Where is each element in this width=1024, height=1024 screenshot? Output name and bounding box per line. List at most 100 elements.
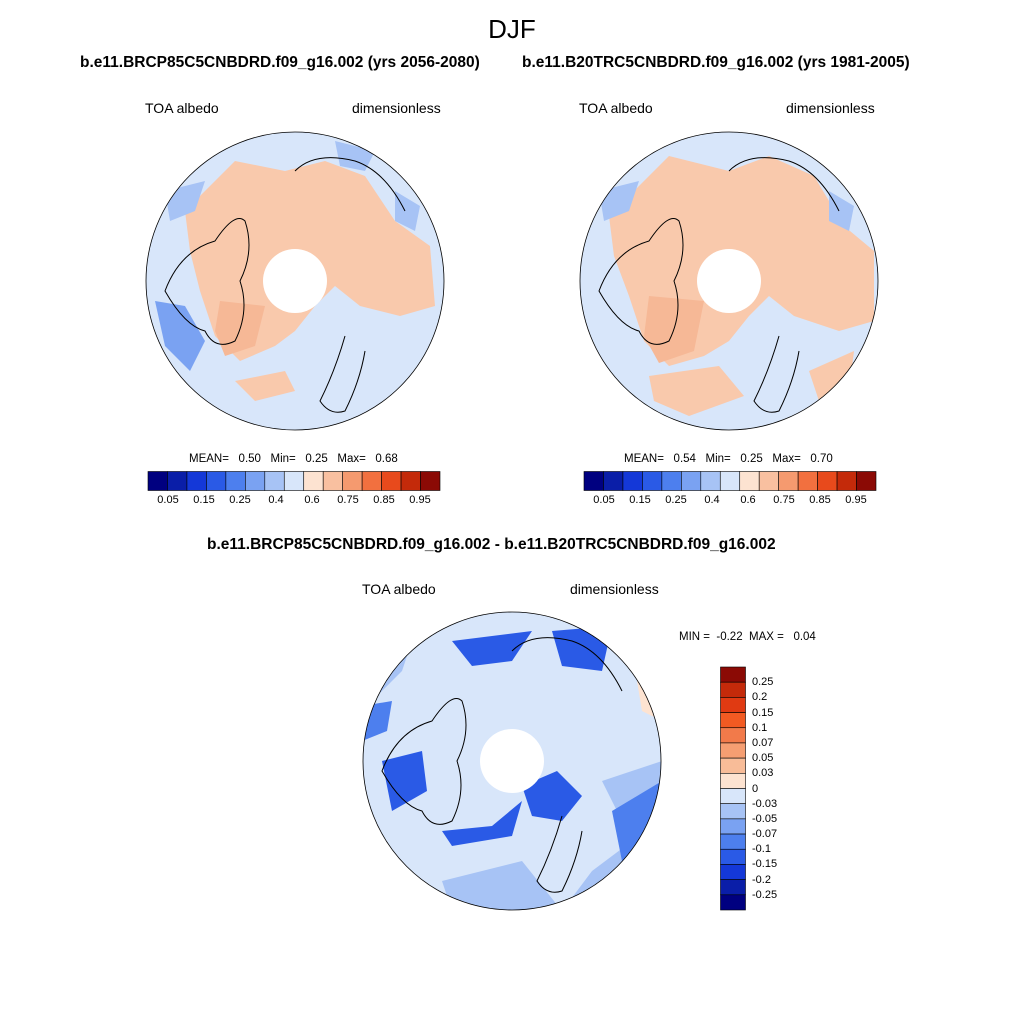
- colorbar-swatch: [245, 471, 266, 491]
- max-value: 0.70: [810, 453, 833, 465]
- colorbar-swatch: [720, 742, 746, 759]
- colorbar-swatch: [303, 471, 324, 491]
- colorbar-swatch: [720, 848, 746, 865]
- colorbar-swatch: [720, 894, 746, 911]
- tick-label: 0.25: [229, 494, 251, 506]
- tick-label: -0.15: [752, 858, 778, 871]
- panel-3-colorbar: [720, 666, 746, 911]
- tick-label: 0.15: [752, 706, 774, 719]
- colorbar-swatch: [720, 818, 746, 835]
- tick-label: 0.6: [304, 494, 320, 506]
- colorbar-swatch: [206, 471, 227, 491]
- tick-label: 0.85: [809, 494, 831, 506]
- colorbar-swatch: [361, 471, 382, 491]
- panel-3-colorbar-ticks: 0.25 0.2 0.15 0.1 0.07 0.05 0.03 0 -0.03…: [752, 667, 792, 910]
- colorbar-swatch: [720, 697, 746, 713]
- panel-1-stats: MEAN= 0.50 Min= 0.25 Max= 0.68: [189, 453, 398, 465]
- panel-1-colorbar-ticks: 0.05 0.15 0.25 0.4 0.6 0.75 0.85 0.95: [148, 494, 440, 508]
- panel-2-title: b.e11.B20TRC5CNBDRD.f09_g16.002 (yrs 198…: [522, 54, 910, 71]
- tick-label: 0.25: [752, 676, 774, 689]
- colorbar-swatch: [700, 471, 721, 491]
- panel-1-units-label: dimensionless: [352, 100, 441, 116]
- tick-label: -0.2: [752, 873, 771, 886]
- panel-2-polar-map: [579, 131, 879, 431]
- panel-3-variable-label: TOA albedo: [362, 581, 436, 597]
- panel-1-polar-map: [145, 131, 445, 431]
- panel-3-title: b.e11.BRCP85C5CNBDRD.f09_g16.002 - b.e11…: [207, 536, 776, 553]
- colorbar-swatch: [322, 471, 343, 491]
- tick-label: 0.95: [409, 494, 431, 506]
- figure-title: DJF: [488, 14, 536, 44]
- colorbar-swatch: [420, 471, 441, 491]
- colorbar-swatch: [681, 471, 702, 491]
- tick-label: 0.15: [629, 494, 651, 506]
- panel-3-polar-map: [362, 611, 662, 911]
- colorbar-swatch: [797, 471, 818, 491]
- colorbar-swatch: [342, 471, 363, 491]
- tick-label: 0.15: [193, 494, 215, 506]
- colorbar-swatch: [778, 471, 799, 491]
- panel-2-colorbar: [583, 471, 877, 491]
- mean-value: 0.50: [238, 453, 261, 465]
- tick-label: -0.1: [752, 843, 771, 856]
- max-value: 0.04: [793, 631, 816, 643]
- mean-value: 0.54: [673, 453, 696, 465]
- tick-label: 0.1: [752, 721, 768, 734]
- tick-label: 0.85: [373, 494, 395, 506]
- tick-label: 0.05: [752, 752, 774, 765]
- colorbar-swatch: [381, 471, 402, 491]
- colorbar-swatch: [720, 788, 746, 804]
- min-value: 0.25: [305, 453, 328, 465]
- colorbar-swatch: [603, 471, 624, 491]
- colorbar-swatch: [167, 471, 188, 491]
- tick-label: 0.6: [740, 494, 756, 506]
- min-label: MIN =: [679, 631, 710, 643]
- colorbar-swatch: [720, 757, 746, 774]
- colorbar-swatch: [758, 471, 779, 491]
- colorbar-swatch: [400, 471, 421, 491]
- min-value: 0.25: [740, 453, 763, 465]
- colorbar-swatch: [642, 471, 663, 491]
- colorbar-swatch: [836, 471, 857, 491]
- colorbar-swatch: [225, 471, 246, 491]
- colorbar-swatch: [186, 471, 207, 491]
- colorbar-swatch: [856, 471, 877, 491]
- tick-label: 0.75: [773, 494, 795, 506]
- colorbar-swatch: [264, 471, 285, 491]
- min-label: Min=: [705, 453, 731, 465]
- colorbar-swatch: [720, 712, 746, 729]
- panel-2-variable-label: TOA albedo: [579, 100, 653, 116]
- tick-label: 0.05: [157, 494, 179, 506]
- panel-1-variable-label: TOA albedo: [145, 100, 219, 116]
- tick-label: 0.07: [752, 737, 774, 749]
- panel-2-stats: MEAN= 0.54 Min= 0.25 Max= 0.70: [624, 453, 833, 465]
- tick-label: 0.75: [337, 494, 359, 506]
- colorbar-swatch: [661, 471, 682, 491]
- tick-label: -0.03: [752, 797, 778, 810]
- panel-3-units-label: dimensionless: [570, 581, 659, 597]
- colorbar-swatch: [739, 471, 760, 491]
- panel-1-colorbar: [147, 471, 441, 491]
- max-value: 0.68: [375, 453, 398, 465]
- tick-label: -0.07: [752, 828, 778, 841]
- max-label: Max=: [337, 453, 366, 465]
- colorbar-swatch: [720, 681, 746, 698]
- colorbar-swatch: [622, 471, 643, 491]
- mean-label: MEAN=: [189, 453, 229, 465]
- tick-label: -0.25: [752, 888, 778, 901]
- panel-1-title: b.e11.BRCP85C5CNBDRD.f09_g16.002 (yrs 20…: [80, 54, 480, 71]
- tick-label: 0.4: [704, 494, 720, 506]
- tick-label: 0: [752, 782, 759, 795]
- colorbar-swatch: [720, 864, 746, 880]
- tick-label: -0.05: [752, 812, 778, 825]
- colorbar-swatch: [720, 833, 746, 850]
- tick-label: 0.05: [593, 494, 615, 506]
- colorbar-swatch: [283, 471, 305, 491]
- min-label: Min=: [270, 453, 296, 465]
- panel-2-colorbar-ticks: 0.05 0.15 0.25 0.4 0.6 0.75 0.85 0.95: [584, 494, 876, 508]
- tick-label: 0.25: [665, 494, 687, 506]
- colorbar-swatch: [720, 803, 746, 820]
- colorbar-swatch: [147, 471, 168, 491]
- colorbar-swatch: [720, 727, 746, 744]
- mean-label: MEAN=: [624, 453, 664, 465]
